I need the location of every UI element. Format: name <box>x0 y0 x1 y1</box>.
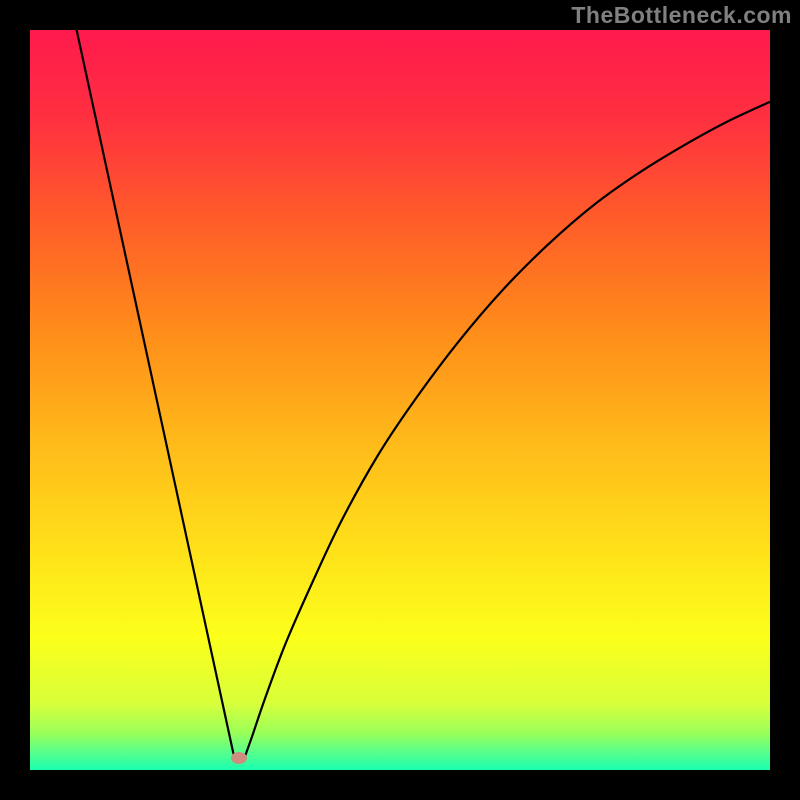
curve-right-branch <box>245 102 770 758</box>
plot-area <box>30 30 770 770</box>
chart-container: TheBottleneck.com <box>0 0 800 800</box>
curve-layer <box>30 30 770 770</box>
minimum-marker <box>231 752 247 764</box>
curve-left-branch <box>77 30 235 757</box>
watermark-text: TheBottleneck.com <box>571 2 792 29</box>
